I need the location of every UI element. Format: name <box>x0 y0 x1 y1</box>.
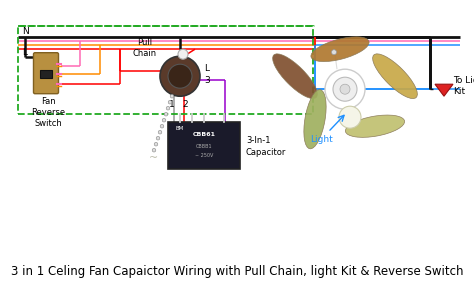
Text: CBBB1: CBBB1 <box>196 144 212 149</box>
Circle shape <box>166 106 170 110</box>
Text: 3-In-1
Capacitor: 3-In-1 Capacitor <box>246 136 286 157</box>
Text: 1: 1 <box>169 100 175 109</box>
Text: ~ 250V: ~ 250V <box>195 153 213 158</box>
Circle shape <box>168 64 192 88</box>
Text: Light: Light <box>310 135 333 144</box>
Text: 3 in 1 Celing Fan Capaictor Wiring with Pull Chain, light Kit & Reverse Switch: 3 in 1 Celing Fan Capaictor Wiring with … <box>11 265 463 278</box>
Circle shape <box>160 56 200 96</box>
Circle shape <box>325 69 365 109</box>
Circle shape <box>156 136 160 140</box>
Text: N: N <box>22 27 29 36</box>
Circle shape <box>339 106 361 128</box>
Text: Pull
Chain: Pull Chain <box>133 38 157 58</box>
Circle shape <box>160 124 164 128</box>
Circle shape <box>168 100 172 104</box>
Ellipse shape <box>311 37 369 62</box>
Text: 2: 2 <box>182 100 188 109</box>
Polygon shape <box>435 84 453 96</box>
Circle shape <box>333 77 357 101</box>
Circle shape <box>331 50 337 55</box>
Circle shape <box>162 118 166 122</box>
Text: Fan
Reverse
Switch: Fan Reverse Switch <box>31 97 65 128</box>
Ellipse shape <box>273 54 318 98</box>
Text: L: L <box>22 48 27 57</box>
Ellipse shape <box>373 54 418 98</box>
Bar <box>18 26 313 114</box>
Circle shape <box>158 130 162 134</box>
Circle shape <box>340 84 350 94</box>
Bar <box>40 70 52 78</box>
Text: ~: ~ <box>149 153 159 163</box>
Bar <box>168 122 240 169</box>
Circle shape <box>170 95 174 98</box>
Text: L: L <box>204 64 209 73</box>
Text: 3: 3 <box>204 76 210 85</box>
Circle shape <box>164 112 168 116</box>
Circle shape <box>154 142 158 146</box>
Circle shape <box>178 49 188 59</box>
Ellipse shape <box>304 90 326 149</box>
Text: CBB61: CBB61 <box>192 132 216 137</box>
Ellipse shape <box>346 115 405 137</box>
Text: BM: BM <box>176 126 184 131</box>
Circle shape <box>152 148 156 152</box>
FancyBboxPatch shape <box>34 53 58 94</box>
Text: To Light
Kit: To Light Kit <box>453 76 474 96</box>
